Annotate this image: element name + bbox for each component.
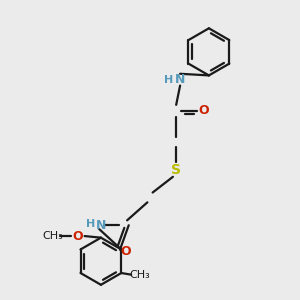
Text: CH₃: CH₃ — [42, 231, 63, 241]
Text: N: N — [96, 219, 106, 232]
Text: O: O — [120, 245, 131, 258]
Text: N: N — [175, 73, 185, 86]
Text: H: H — [86, 219, 95, 229]
Text: O: O — [198, 104, 208, 117]
Text: H: H — [164, 75, 174, 85]
Text: O: O — [73, 230, 83, 242]
Text: S: S — [171, 163, 181, 177]
Text: CH₃: CH₃ — [129, 270, 150, 280]
